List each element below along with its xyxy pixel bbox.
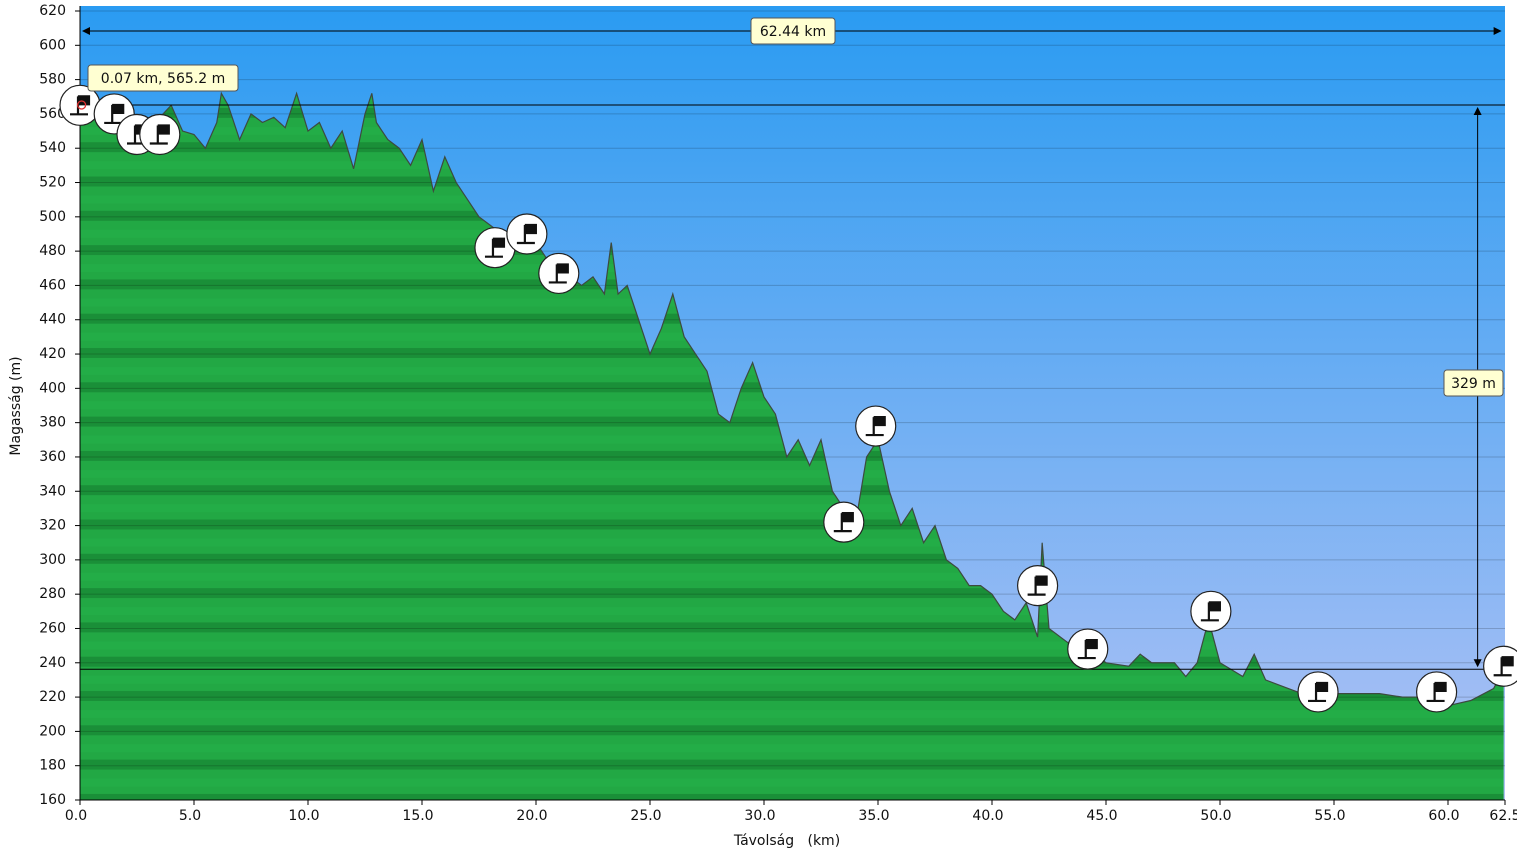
annotation-box bbox=[1443, 369, 1504, 397]
y-tick-label: 420 bbox=[39, 346, 66, 362]
y-tick-label: 600 bbox=[39, 37, 66, 53]
y-tick-label: 460 bbox=[39, 277, 66, 293]
waypoint-flag bbox=[1426, 681, 1447, 703]
x-tick-label: 62.5 bbox=[1489, 808, 1517, 824]
x-tick-label: 30.0 bbox=[744, 808, 775, 824]
y-tick-label: 520 bbox=[39, 175, 66, 191]
annotation: 329 m bbox=[1451, 376, 1496, 392]
waypoint-flag bbox=[1308, 681, 1329, 703]
y-tick-label: 200 bbox=[39, 723, 66, 739]
x-tick-label: 60.0 bbox=[1428, 808, 1459, 824]
x-tick-label: 25.0 bbox=[630, 808, 661, 824]
annotation: 62.44 km bbox=[760, 24, 826, 40]
annotation-box bbox=[87, 64, 239, 92]
x-tick-label: 5.0 bbox=[179, 808, 201, 824]
x-tick-label: 50.0 bbox=[1200, 808, 1231, 824]
waypoint-marker bbox=[823, 501, 865, 543]
y-tick-label: 160 bbox=[39, 792, 66, 808]
waypoint-flag bbox=[833, 512, 854, 533]
waypoint-flag bbox=[1027, 575, 1048, 596]
waypoint-marker bbox=[139, 113, 181, 156]
annotation-box bbox=[750, 17, 836, 45]
elevation-area bbox=[80, 93, 1504, 800]
y-tick-label: 280 bbox=[39, 586, 66, 602]
y-tick-label: 260 bbox=[39, 620, 66, 636]
waypoint-flag bbox=[484, 237, 506, 258]
y-tick-label: 620 bbox=[39, 3, 66, 19]
annotation: 0.07 km, 565.2 m bbox=[101, 71, 225, 87]
waypoint-marker bbox=[538, 252, 580, 295]
x-tick-label: 35.0 bbox=[858, 808, 889, 824]
x-tick-label: 0.0 bbox=[65, 808, 87, 824]
waypoint-flag bbox=[1493, 656, 1514, 677]
waypoint-flag bbox=[149, 124, 170, 145]
waypoint-marker bbox=[1415, 671, 1458, 713]
waypoint-marker bbox=[1483, 645, 1517, 687]
x-axis-label: Távolság (km) bbox=[733, 833, 840, 849]
x-tick-label: 15.0 bbox=[402, 808, 433, 824]
y-tick-label: 360 bbox=[39, 449, 66, 465]
waypoint-marker bbox=[1190, 590, 1232, 632]
waypoint-marker bbox=[1297, 671, 1339, 713]
y-tick-label: 500 bbox=[39, 209, 66, 225]
y-tick-label: 180 bbox=[39, 758, 66, 774]
y-tick-label: 440 bbox=[39, 312, 66, 328]
x-tick-label: 55.0 bbox=[1314, 808, 1345, 824]
waypoint-flag bbox=[548, 263, 569, 284]
waypoint-marker bbox=[506, 213, 548, 255]
y-tick-label: 300 bbox=[39, 552, 66, 568]
y-tick-label: 400 bbox=[39, 380, 66, 396]
y-tick-label: 320 bbox=[39, 518, 66, 534]
y-tick-label: 560 bbox=[39, 106, 66, 122]
y-tick-label: 580 bbox=[39, 72, 66, 88]
waypoint-marker bbox=[1067, 628, 1109, 670]
y-tick-label: 240 bbox=[39, 655, 66, 671]
waypoint-flag bbox=[516, 223, 537, 245]
selected-point bbox=[76, 100, 87, 110]
y-tick-label: 480 bbox=[39, 243, 66, 259]
waypoint-flag bbox=[104, 103, 125, 125]
x-tick-label: 40.0 bbox=[972, 808, 1003, 824]
elevation-line bbox=[79, 91, 1505, 707]
y-axis-label: Magasság (m) bbox=[8, 356, 24, 455]
waypoint-marker bbox=[474, 227, 516, 269]
waypoint-flag bbox=[1077, 638, 1098, 660]
y-tick-label: 540 bbox=[39, 140, 66, 156]
waypoint-marker bbox=[855, 405, 897, 447]
x-tick-label: 20.0 bbox=[516, 808, 547, 824]
y-tick-label: 340 bbox=[39, 483, 66, 499]
waypoint-marker bbox=[1016, 564, 1059, 607]
waypoint-flag bbox=[865, 415, 886, 437]
y-tick-label: 380 bbox=[39, 415, 66, 431]
x-tick-label: 45.0 bbox=[1086, 808, 1117, 824]
y-tick-label: 220 bbox=[39, 689, 66, 705]
waypoint-flag bbox=[1200, 601, 1221, 622]
x-tick-label: 10.0 bbox=[288, 808, 319, 824]
